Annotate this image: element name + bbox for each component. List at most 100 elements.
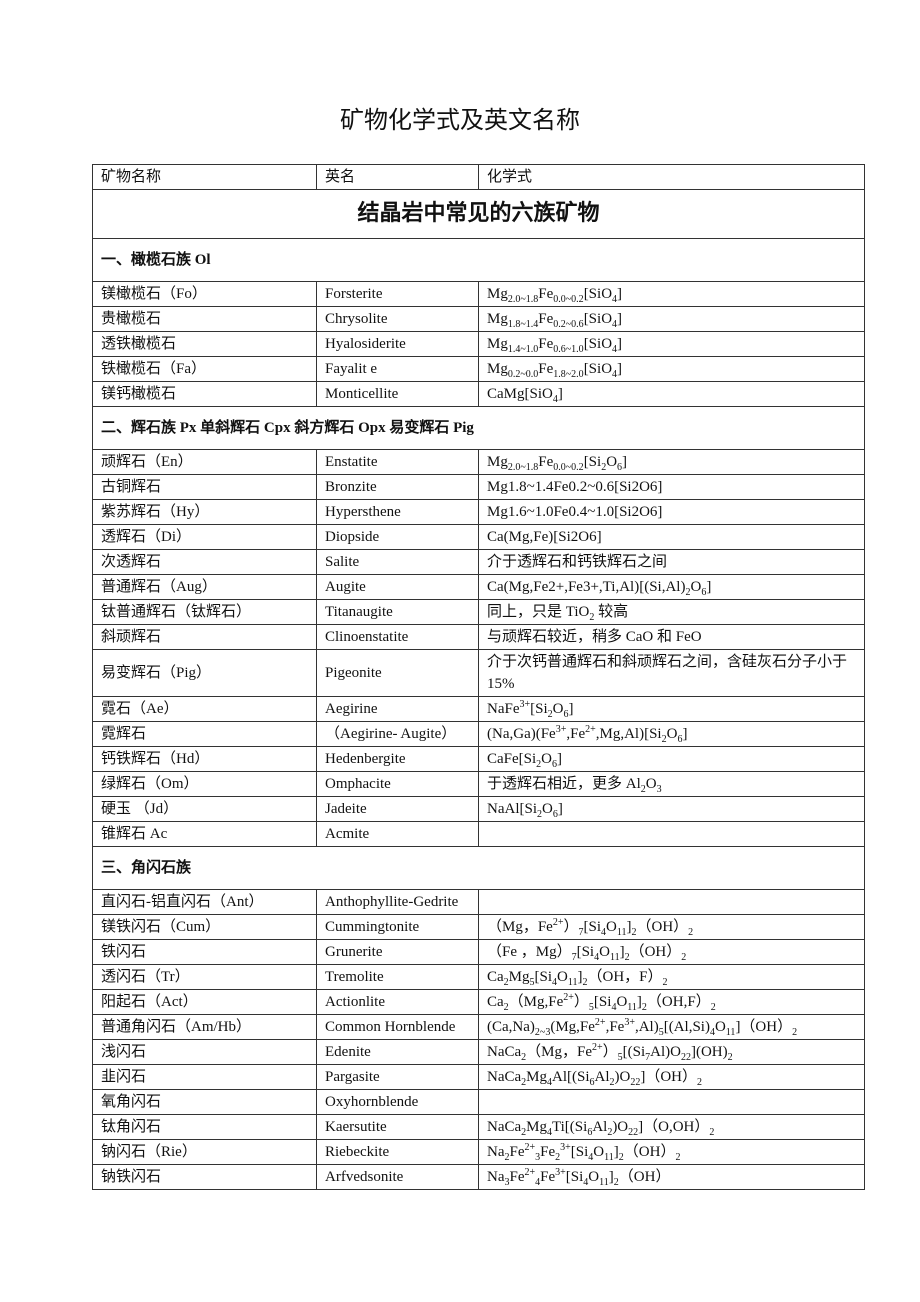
mineral-name: 铁橄榄石（Fa） [92, 356, 317, 382]
subscript: 11 [627, 1002, 637, 1013]
subscript: 2 [547, 709, 553, 720]
subscript: 11 [599, 1177, 609, 1188]
superscript: 2+ [592, 1042, 603, 1053]
mineral-name: 钙铁辉石（Hd） [92, 746, 317, 772]
superscript: 2+ [552, 917, 564, 928]
subscript: 2 [624, 952, 630, 963]
subscript: 2 [792, 1027, 798, 1038]
subscript: 2~3 [534, 1027, 551, 1038]
table-row: 霓辉石 （Aegirine- Augite） (Na,Ga)(Fe3+,Fe2+,M… [92, 721, 865, 747]
subscript: 11 [616, 927, 627, 938]
subscript: 3 [535, 1152, 541, 1163]
table-row: 普通辉石（Aug） Augite Ca(Mg,Fe2+,Fe3+,Ti,Al)[(S… [92, 574, 865, 600]
mineral-table: 矿物名称 英名 化学式 结晶岩中常见的六族矿物 一、橄榄石族 Ol 镁橄榄石（Fo… [92, 164, 865, 1190]
subscript: 1.8~1.4 [507, 319, 539, 330]
table-row: 钛普通辉石（钛辉石） Titanaugite 同上，只是 TiO2 较高 [92, 599, 865, 625]
chemical-formula: Na2Fe2+3Fe23+[Si4O11]2（OH）2 [478, 1139, 865, 1165]
chemical-formula: Mg1.8~1.4Fe0.2~0.6[SiO4] [478, 306, 865, 332]
mineral-name: 易变辉石（Pig） [92, 649, 317, 697]
subscript: 11 [725, 1027, 736, 1038]
group-title: 一、橄榄石族 Ol [92, 238, 865, 282]
chemical-formula: Ca(Mg,Fe)[Si2O6] [478, 524, 865, 550]
subscript: 22 [680, 1052, 691, 1063]
subscript: 4 [611, 1002, 617, 1013]
subscript: 0.0~0.2 [553, 462, 584, 473]
subscript: 2 [536, 759, 542, 770]
subscript: 2 [688, 927, 694, 938]
mineral-name: 阳起石（Act） [92, 989, 317, 1015]
header-formula: 化学式 [478, 164, 865, 190]
table-row: 钛角闪石 Kaersutite NaCa2Mg4Ti[(Si6Al2)O22]（O,… [92, 1114, 865, 1140]
mineral-name: 顽辉石（En） [92, 449, 317, 475]
table-row: 绿辉石（Om） Omphacite 于透辉石相近，更多 Al2O3 [92, 771, 865, 797]
mineral-name: 古铜辉石 [92, 474, 317, 500]
subscript: 4 [547, 1127, 552, 1138]
english-name: Aegirine [316, 696, 479, 722]
subscript: 4 [612, 369, 618, 380]
chemical-formula: Ca2（Mg,Fe2+）5[Si4O11]2（OH,F）2 [478, 989, 865, 1015]
english-name: Actionlite [316, 989, 479, 1015]
subscript: 2 [504, 1152, 510, 1163]
subscript: 4 [547, 1077, 552, 1088]
document-title: 矿物化学式及英文名称 [340, 106, 580, 134]
table-row: 斜顽辉石 Clinoenstatite 与顽辉石较近，稍多 CaO 和 FeO [92, 624, 865, 650]
english-name: Anthophyllite-Gedrite [316, 889, 479, 915]
mineral-name: 霓石（Ae） [92, 696, 317, 722]
subscript: 2 [607, 1127, 613, 1138]
subscript: 2 [640, 784, 646, 795]
subscript: 0.0~0.2 [553, 294, 584, 305]
mineral-name: 贵橄榄石 [92, 306, 317, 332]
english-name: （Aegirine- Augite） [316, 721, 479, 747]
subscript: 7 [571, 952, 577, 963]
subscript: 6 [552, 759, 558, 770]
subscript: 2 [685, 587, 691, 598]
section-title: 结晶岩中常见的六族矿物 [92, 189, 865, 239]
chemical-formula: 与顽辉石较近，稍多 CaO 和 FeO [478, 624, 865, 650]
mineral-name: 铁闪石 [92, 939, 317, 965]
english-name: Riebeckite [316, 1139, 479, 1165]
table-row: 镁铁闪石（Cum） Cummingtonite （Mg，Fe2+）7[Si4O11]… [92, 914, 865, 940]
section-row: 结晶岩中常见的六族矿物 [92, 189, 865, 239]
mineral-name: 镁铁闪石（Cum） [92, 914, 317, 940]
subscript: 6 [563, 709, 569, 720]
table-row: 硬玉 （Jd） Jadeite NaAl[Si2O6] [92, 796, 865, 822]
english-name: Grunerite [316, 939, 479, 965]
table-row: 钙铁辉石（Hd） Hedenbergite CaFe[Si2O6] [92, 746, 865, 772]
chemical-formula: CaFe[Si2O6] [478, 746, 865, 772]
subscript: 6 [587, 1127, 593, 1138]
subscript: 4 [601, 927, 607, 938]
english-name: Arfvedsonite [316, 1164, 479, 1190]
subscript: 0.6~1.0 [553, 344, 584, 355]
mineral-name: 钠铁闪石 [92, 1164, 317, 1190]
subscript: 2 [503, 1002, 509, 1013]
table-row: 透铁橄榄石 Hyalosiderite Mg1.4~1.0Fe0.6~1.0[SiO… [92, 331, 865, 357]
superscript: 3+ [519, 699, 531, 710]
english-name: Pigeonite [316, 649, 479, 697]
subscript: 2 [661, 734, 667, 745]
chemical-formula: NaAl[Si2O6] [478, 796, 865, 822]
table-row: 镁橄榄石（Fo） Forsterite Mg2.0~1.8Fe0.0~0.2[SiO… [92, 281, 865, 307]
subscript: 0.2~0.6 [553, 319, 584, 330]
english-name: Augite [316, 574, 479, 600]
table-row: 钠闪石（Rie） Riebeckite Na2Fe2+3Fe23+[Si4O11]2… [92, 1139, 865, 1165]
mineral-name: 钠闪石（Rie） [92, 1139, 317, 1165]
subscript: 11 [567, 977, 578, 988]
table-row: 顽辉石（En） Enstatite Mg2.0~1.8Fe0.0~0.2[Si2O6… [92, 449, 865, 475]
table-row: 贵橄榄石 Chrysolite Mg1.8~1.4Fe0.2~0.6[SiO4] [92, 306, 865, 332]
header-row: 矿物名称 英名 化学式 [92, 164, 865, 190]
subscript: 11 [604, 1152, 614, 1163]
chemical-formula: Mg1.6~1.0Fe0.4~1.0[Si2O6] [478, 499, 865, 525]
subscript: 4 [594, 952, 600, 963]
chemical-formula: 介于次钙普通辉石和斜顽辉石之间，含硅灰石分子小于 15% [478, 649, 865, 697]
table-row: 透闪石（Tr） Tremolite Ca2Mg5[Si4O11]2（OH，F）2 [92, 964, 865, 990]
header-mineral-name: 矿物名称 [92, 164, 317, 190]
chemical-formula [478, 821, 865, 847]
superscript: 2+ [563, 992, 574, 1003]
table-row: 韭闪石 Pargasite NaCa2Mg4Al[(Si6Al2)O22]（OH）2 [92, 1064, 865, 1090]
mineral-name: 钛角闪石 [92, 1114, 317, 1140]
group-header-row: 三、角闪石族 [92, 846, 865, 890]
chemical-formula: Mg2.0~1.8Fe0.0~0.2[SiO4] [478, 281, 865, 307]
header-english-name: 英名 [316, 164, 479, 190]
subscript: 7 [578, 927, 584, 938]
table-row: 透辉石（Di） Diopside Ca(Mg,Fe)[Si2O6] [92, 524, 865, 550]
